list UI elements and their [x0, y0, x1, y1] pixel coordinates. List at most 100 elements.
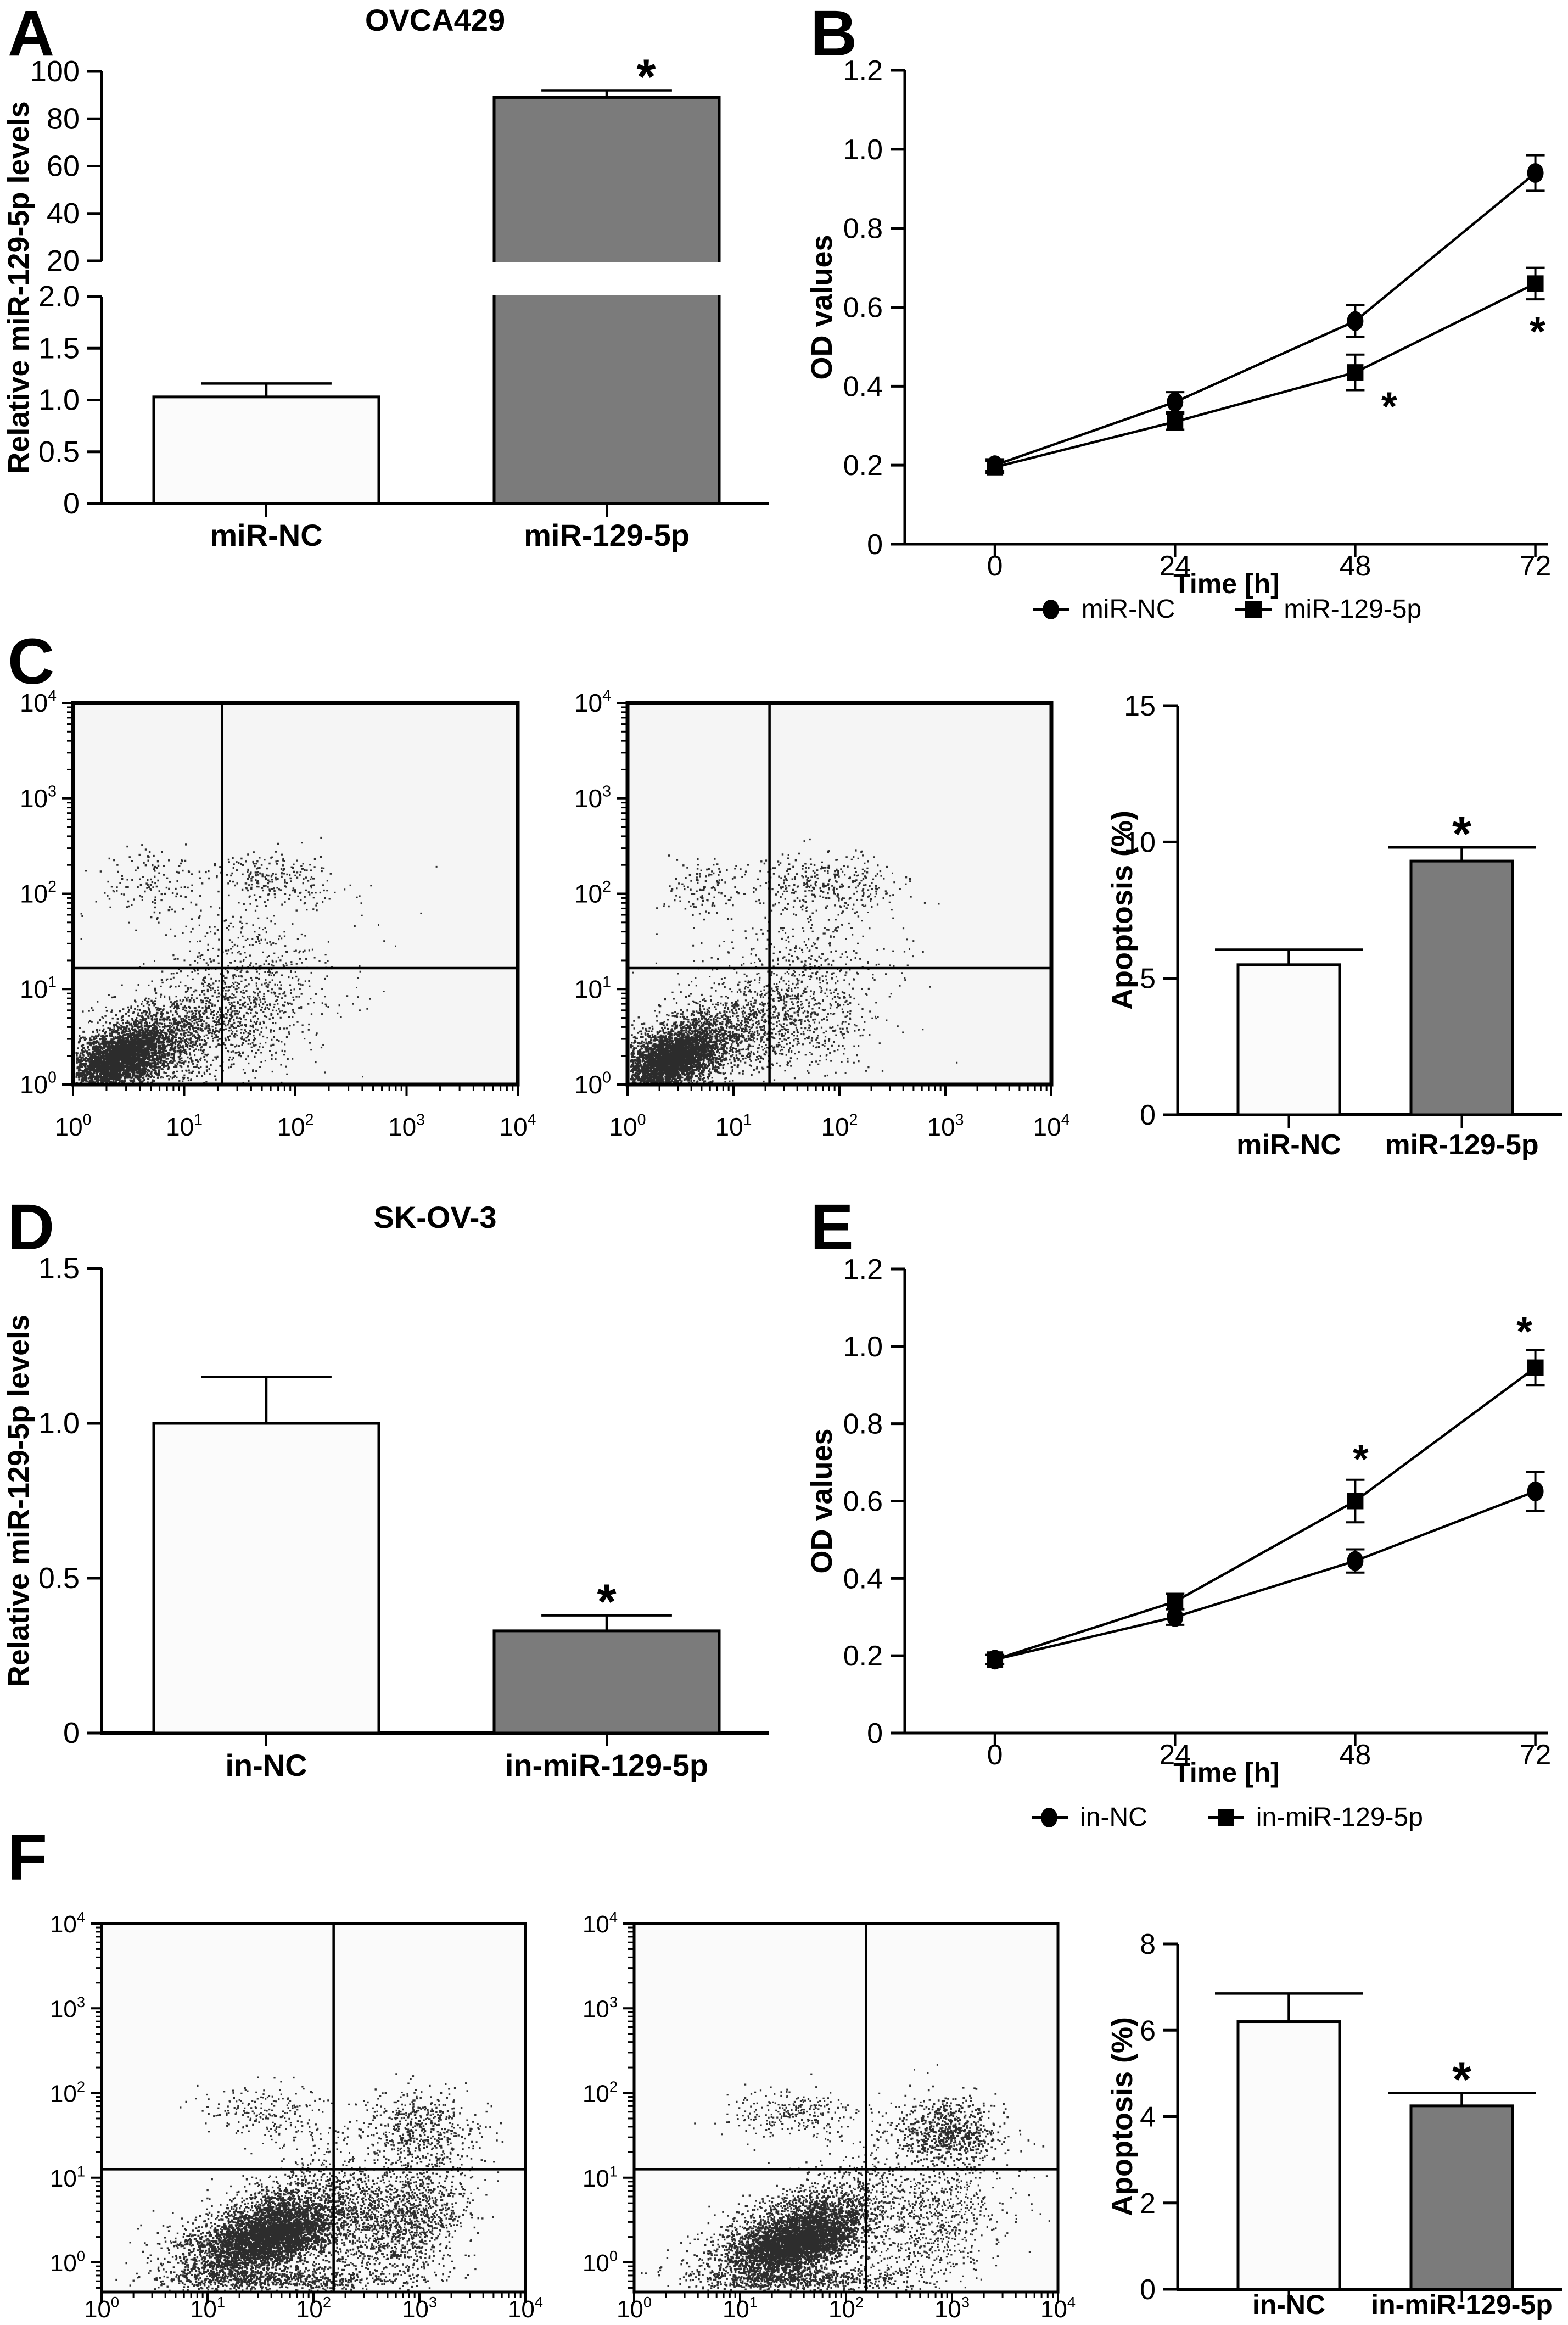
svg-text:1.2: 1.2 [843, 55, 883, 87]
panel-d-title: SK-OV-3 [373, 1200, 497, 1234]
svg-text:104: 104 [50, 1909, 85, 1938]
svg-text:102: 102 [828, 2294, 864, 2323]
svg-text:102: 102 [50, 2078, 85, 2107]
panel-d-letter: D [8, 1191, 55, 1264]
svg-text:102: 102 [277, 1111, 313, 1141]
svg-text:10: 10 [1124, 826, 1156, 858]
svg-text:104: 104 [508, 2294, 543, 2323]
svg-text:102: 102 [821, 1111, 858, 1141]
svg-text:0: 0 [867, 1718, 883, 1750]
circle-marker-icon [1033, 598, 1069, 621]
svg-text:OD values: OD values [805, 234, 838, 379]
panel-a-bar-chart: 20 40 60 80 100 0 0.5 1.0 1.5 2.0 miR-NC * miR-129-5… [2, 50, 769, 552]
legend-label: in-miR-129-5p [1256, 1803, 1423, 1832]
svg-text:miR-129-5p: miR-129-5p [1385, 1129, 1538, 1161]
svg-text:0: 0 [867, 529, 883, 561]
svg-text:0.4: 0.4 [843, 371, 883, 403]
svg-text:Apoptosis (%): Apoptosis (%) [1106, 2017, 1139, 2216]
svg-text:Time [h]: Time [h] [1173, 568, 1280, 599]
svg-text:6: 6 [1140, 2015, 1156, 2047]
svg-text:1.0: 1.0 [843, 1331, 883, 1363]
svg-text:1.0: 1.0 [843, 134, 883, 166]
svg-text:0: 0 [63, 487, 80, 520]
circle-marker-icon [1032, 1806, 1068, 1829]
svg-text:100: 100 [609, 1111, 646, 1141]
svg-text:*: * [1516, 1309, 1532, 1354]
legend-label: miR-129-5p [1284, 595, 1422, 624]
svg-text:102: 102 [583, 2078, 618, 2107]
svg-text:Relative miR-129-5p levels: Relative miR-129-5p levels [2, 1315, 35, 1687]
square-marker-icon [1235, 598, 1272, 621]
legend-item-in-nc: in-NC [1032, 1804, 1147, 1831]
svg-text:1.5: 1.5 [38, 1252, 80, 1285]
svg-text:0.8: 0.8 [843, 1409, 883, 1440]
svg-text:0.8: 0.8 [843, 213, 883, 245]
panel-f-apoptosis-bar-chart: 0 2 4 6 8 in-NC * in-miR-129-5p Apoptosis (%) [1106, 1929, 1562, 2320]
svg-text:Time [h]: Time [h] [1173, 1757, 1280, 1788]
svg-text:103: 103 [583, 1993, 618, 2022]
svg-text:0: 0 [1140, 2274, 1156, 2306]
svg-text:104: 104 [574, 688, 611, 717]
panel-a-title: OVCA429 [365, 3, 506, 37]
svg-text:15: 15 [1124, 690, 1156, 722]
svg-text:0: 0 [987, 550, 1003, 582]
panel-f-flow-plot-in-nc: 100 101 102 103 104 100 101 102 103 104 [50, 1909, 543, 2323]
svg-text:101: 101 [20, 974, 57, 1003]
svg-text:100: 100 [574, 1069, 611, 1099]
svg-text:102: 102 [20, 878, 57, 908]
svg-text:20: 20 [47, 244, 80, 277]
svg-text:104: 104 [1033, 1111, 1069, 1141]
svg-text:101: 101 [574, 974, 611, 1003]
svg-text:0.6: 0.6 [843, 1486, 883, 1518]
panel-e-letter: E [810, 1191, 854, 1264]
svg-text:102: 102 [574, 878, 611, 908]
svg-text:48: 48 [1339, 550, 1371, 582]
panel-d-bar-chart: 0 0.5 1.0 1.5 in-NC * in-miR-129-5p Relative mi… [2, 1252, 769, 1782]
svg-text:104: 104 [499, 1111, 536, 1141]
svg-text:101: 101 [723, 2294, 758, 2323]
svg-text:101: 101 [50, 2162, 85, 2192]
panel-a-letter: A [8, 0, 55, 70]
svg-text:4: 4 [1140, 2102, 1156, 2133]
svg-text:miR-NC: miR-NC [210, 518, 322, 552]
panel-e-legend: in-NC in-miR-129-5p [905, 1804, 1550, 1831]
panel-f-flow-plot-in-mir-129-5p: 100 101 102 103 104 100 101 102 103 104 [583, 1909, 1076, 2323]
svg-text:104: 104 [1040, 2294, 1076, 2323]
svg-text:*: * [1381, 384, 1397, 429]
svg-text:101: 101 [190, 2294, 225, 2323]
square-marker-icon [1207, 1806, 1244, 1829]
panel-c-flow-plot-mir-nc: 100 101 102 103 104 100 101 102 103 104 [20, 688, 536, 1141]
panel-f-letter: F [8, 1821, 48, 1894]
svg-text:103: 103 [50, 1993, 85, 2022]
svg-text:103: 103 [934, 2294, 970, 2323]
svg-text:24: 24 [1159, 1739, 1191, 1771]
svg-text:Apoptosis (%): Apoptosis (%) [1106, 811, 1139, 1010]
svg-text:*: * [636, 50, 656, 105]
svg-text:80: 80 [47, 102, 80, 135]
svg-text:8: 8 [1140, 1929, 1156, 1960]
svg-text:0.2: 0.2 [843, 450, 883, 482]
svg-text:in-miR-129-5p: in-miR-129-5p [1371, 2289, 1553, 2320]
svg-text:102: 102 [296, 2294, 331, 2323]
svg-text:*: * [1452, 807, 1471, 862]
svg-text:2.0: 2.0 [38, 280, 80, 313]
svg-text:in-miR-129-5p: in-miR-129-5p [505, 1748, 708, 1782]
legend-item-mir-nc: miR-NC [1033, 596, 1175, 623]
panel-b-legend: miR-NC miR-129-5p [905, 596, 1550, 623]
svg-text:*: * [1452, 2052, 1471, 2107]
svg-text:24: 24 [1159, 550, 1191, 582]
svg-text:in-NC: in-NC [225, 1748, 307, 1782]
svg-text:72: 72 [1520, 550, 1552, 582]
svg-text:101: 101 [715, 1111, 752, 1141]
svg-text:103: 103 [402, 2294, 437, 2323]
svg-text:0.5: 0.5 [38, 435, 80, 468]
svg-text:100: 100 [583, 2248, 618, 2277]
svg-text:0.6: 0.6 [843, 292, 883, 324]
panel-c-flow-plot-mir-129-5p: 100 101 102 103 104 100 101 102 103 104 [574, 688, 1070, 1141]
svg-text:*: * [1353, 1437, 1369, 1482]
svg-text:5: 5 [1140, 963, 1156, 995]
svg-text:100: 100 [50, 2248, 85, 2277]
svg-text:1.2: 1.2 [843, 1254, 883, 1286]
